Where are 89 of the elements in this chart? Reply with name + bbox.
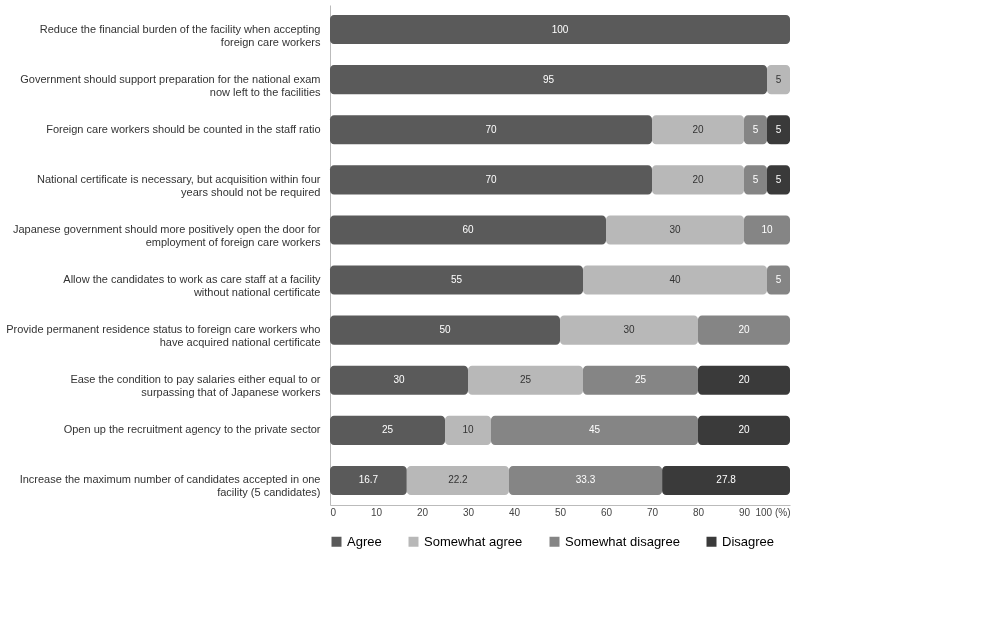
data-label: 22.2 (448, 474, 469, 486)
data-label: 50 (439, 324, 451, 336)
y-tick-label: Increase the maximum number of candidates accepted in one facility (5 candidates) (19, 473, 321, 499)
y-tick-label: National certificate is necessary, but acquisition within four years should not be required (37, 172, 321, 198)
data-label: 45 (588, 424, 601, 436)
bar (508, 465, 663, 495)
y-tick-label: Government should support preparation for the national exam now left to the facilities (20, 72, 321, 98)
data-label: 5 (752, 123, 759, 135)
data-label: 60 (462, 223, 474, 235)
x-tick-label: 100 (%) (755, 506, 791, 518)
data-label: 25 (634, 374, 647, 386)
data-label: 10 (761, 223, 773, 235)
bar (560, 315, 698, 345)
bar (330, 265, 583, 295)
data-label: 5 (775, 274, 782, 286)
x-tick-label: 60 (600, 506, 613, 518)
bar (767, 265, 790, 295)
bar (330, 415, 445, 445)
data-label: 70 (485, 123, 497, 135)
bar (698, 365, 790, 395)
data-label: 95 (542, 73, 555, 85)
data-label: 10 (462, 424, 474, 436)
data-label: 27.8 (716, 474, 737, 486)
x-tick-label: 0 (330, 506, 337, 518)
x-tick-label: 30 (462, 506, 475, 518)
legend-label: Somewhat disagree (565, 533, 680, 549)
data-label: 16.7 (358, 474, 379, 486)
bar (767, 115, 790, 145)
data-label: 20 (692, 173, 704, 185)
data-label: 5 (775, 173, 782, 185)
data-label: 33.3 (575, 474, 596, 486)
data-label: 25 (381, 424, 394, 436)
bar (330, 315, 560, 345)
bar (491, 415, 698, 445)
bar (445, 415, 491, 445)
x-tick-label: 70 (646, 506, 659, 518)
bar (606, 215, 744, 245)
data-label: 70 (485, 173, 497, 185)
legend-label: Somewhat agree (424, 533, 523, 549)
y-tick-label: Provide permanent residence status to foreign care workers who have acquired national certificate (6, 323, 321, 349)
x-tick-label: 40 (508, 506, 521, 518)
data-label: 30 (393, 374, 405, 386)
bar (468, 365, 583, 395)
bar (767, 165, 790, 195)
x-tick-label: 80 (692, 506, 705, 518)
bar (744, 165, 767, 195)
x-tick-label: 90 (738, 506, 751, 518)
bar (744, 115, 767, 145)
bar (330, 465, 407, 495)
data-label: 5 (775, 73, 782, 85)
x-tick-label: 20 (416, 506, 429, 518)
bar (406, 465, 509, 495)
data-label: 100 (551, 23, 569, 35)
bar (652, 115, 744, 145)
bar (744, 215, 790, 245)
legend-label: Agree (347, 533, 382, 549)
data-label: 25 (519, 374, 532, 386)
legend-label: Disagree (722, 533, 775, 549)
y-tick-label: Allow the candidates to work as care staff at a facility without national certificate (63, 273, 321, 299)
data-label: 40 (669, 274, 681, 286)
bar (330, 65, 767, 95)
bar (330, 365, 468, 395)
y-tick-label: Open up the recruitment agency to the private sector (63, 423, 321, 436)
data-label: 20 (738, 374, 750, 386)
bar (330, 15, 790, 45)
data-label: 20 (738, 324, 750, 336)
data-label: 30 (669, 223, 681, 235)
bar (330, 165, 652, 195)
bar (330, 215, 606, 245)
y-tick-label: Foreign care workers should be counted in the staff ratio (46, 122, 321, 135)
bar (767, 65, 790, 95)
y-tick-label: Japanese government should more positively open the door for employment of foreign care workers (12, 222, 321, 248)
data-label: 30 (623, 324, 635, 336)
y-tick-label: Ease the condition to pay salaries either equal to or surpassing that of Japanese workers (70, 373, 321, 399)
bar (652, 165, 744, 195)
bar (583, 265, 767, 295)
bar (698, 415, 790, 445)
data-label: 5 (775, 123, 782, 135)
x-tick-label: 10 (370, 506, 383, 518)
bar (583, 365, 698, 395)
data-label: 5 (752, 173, 759, 185)
bar (330, 115, 652, 145)
data-label: 20 (738, 424, 750, 436)
bar (698, 315, 790, 345)
y-tick-label: Reduce the financial burden of the facility when accepting foreign care workers (39, 22, 321, 48)
x-tick-label: 50 (554, 506, 567, 518)
data-label: 55 (450, 274, 463, 286)
bar (662, 465, 790, 495)
data-label: 20 (692, 123, 704, 135)
